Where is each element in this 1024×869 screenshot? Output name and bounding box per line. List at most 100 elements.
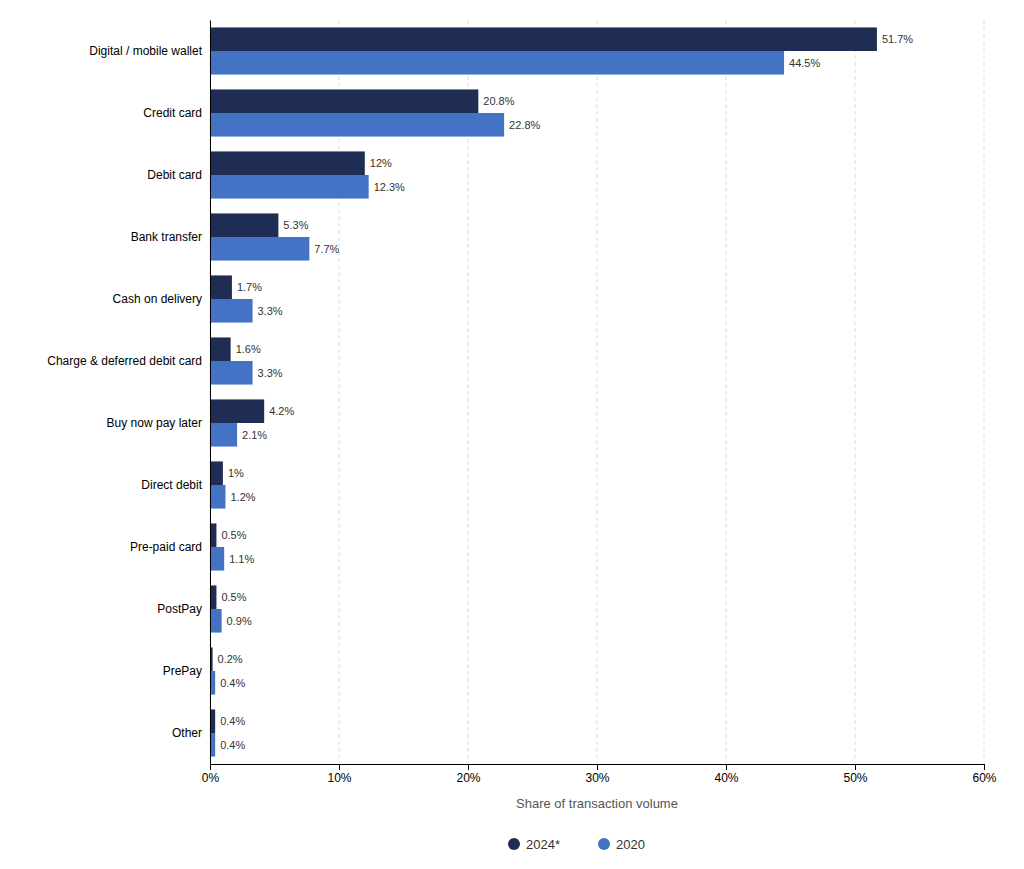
y-tick: Direct debit <box>141 478 202 492</box>
x-tick-label: 30% <box>585 771 609 785</box>
bar <box>210 27 877 51</box>
bar <box>210 51 784 75</box>
bar <box>210 275 232 299</box>
y-tick: Digital / mobile wallet <box>89 44 202 58</box>
x-tick-label: 10% <box>327 771 351 785</box>
bar <box>210 113 504 137</box>
bar <box>210 299 253 323</box>
x-tick: 20% <box>456 764 480 785</box>
data-label: 5.3% <box>283 219 308 231</box>
bar <box>210 213 278 237</box>
bars <box>210 27 877 756</box>
y-tick: Credit card <box>143 106 202 120</box>
grid-line <box>597 20 598 764</box>
bar <box>210 399 264 423</box>
data-label: 0.4% <box>220 677 245 689</box>
data-label: 3.3% <box>258 305 283 317</box>
bar <box>210 237 309 261</box>
x-tick-label: 20% <box>456 771 480 785</box>
legend-swatch <box>598 838 610 850</box>
y-axis: Digital / mobile wallet Credit card Debit … <box>47 21 210 765</box>
y-tick: Other <box>172 726 202 740</box>
data-label: 0.2% <box>218 653 243 665</box>
x-tick-mark <box>339 764 340 770</box>
y-tick: Buy now pay later <box>107 416 202 430</box>
grid-line <box>984 20 985 764</box>
legend-label: 2024* <box>526 837 560 852</box>
x-tick: 50% <box>843 764 867 785</box>
data-label: 12.3% <box>374 181 405 193</box>
x-tick: 30% <box>585 764 609 785</box>
y-tick-label: Charge & deferred debit card <box>47 354 202 368</box>
bar <box>210 175 369 199</box>
y-axis-line <box>210 21 211 765</box>
data-label: 0.4% <box>220 739 245 751</box>
x-tick-mark <box>984 764 985 770</box>
data-label: 3.3% <box>258 367 283 379</box>
x-tick-mark <box>726 764 727 770</box>
data-label: 1.6% <box>236 343 261 355</box>
bar-series <box>210 51 784 757</box>
data-label: 7.7% <box>314 243 339 255</box>
data-label: 0.5% <box>221 529 246 541</box>
data-label: 2.1% <box>242 429 267 441</box>
y-tick-label: Buy now pay later <box>107 416 202 430</box>
bar <box>210 461 223 485</box>
y-tick-label: Other <box>172 726 202 740</box>
bar <box>210 151 365 175</box>
grid <box>210 20 984 764</box>
x-tick: 10% <box>327 764 351 785</box>
bar-series <box>210 27 877 733</box>
bar <box>210 89 478 113</box>
data-label: 1.2% <box>230 491 255 503</box>
y-tick-label: Bank transfer <box>131 230 202 244</box>
legend-item: 2024* <box>508 837 560 852</box>
data-label: 0.4% <box>220 715 245 727</box>
data-label: 0.5% <box>221 591 246 603</box>
y-tick: Bank transfer <box>131 230 202 244</box>
bar <box>210 361 253 385</box>
y-tick-label: Credit card <box>143 106 202 120</box>
chart: 51.7% 20.8% 12% 5.3% 1.7% 1.6% 4.2% 1% 0.5% 0.5% 0… <box>0 0 1024 869</box>
data-label: 12% <box>370 157 392 169</box>
data-label: 4.2% <box>269 405 294 417</box>
grid-line <box>726 20 727 764</box>
y-tick-label: Direct debit <box>141 478 202 492</box>
legend-swatch <box>508 838 520 850</box>
bar <box>210 547 224 571</box>
x-tick-label: 60% <box>972 771 996 785</box>
bar <box>210 337 231 361</box>
y-tick: Cash on delivery <box>113 292 202 306</box>
x-tick-mark <box>855 764 856 770</box>
y-tick: Debit card <box>147 168 202 182</box>
x-tick-mark <box>210 764 211 770</box>
data-label: 0.9% <box>227 615 252 627</box>
x-tick-mark <box>597 764 598 770</box>
x-tick: 0% <box>202 764 220 785</box>
data-label: 1.7% <box>237 281 262 293</box>
y-tick: PostPay <box>157 602 202 616</box>
legend-item: 2020 <box>598 837 645 852</box>
x-tick-mark <box>468 764 469 770</box>
bar <box>210 423 237 447</box>
data-label: 1% <box>228 467 244 479</box>
data-label: 1.1% <box>229 553 254 565</box>
data-label: 51.7% <box>882 33 913 45</box>
x-tick-label: 50% <box>843 771 867 785</box>
bar <box>210 609 222 633</box>
legend-label: 2020 <box>616 837 645 852</box>
y-tick-label: PostPay <box>157 602 202 616</box>
data-label: 44.5% <box>789 57 820 69</box>
legend: 2024* 2020 <box>508 837 645 852</box>
y-tick-label: PrePay <box>163 664 202 678</box>
x-tick-label: 0% <box>202 771 220 785</box>
x-axis-line <box>211 765 985 771</box>
y-tick-label: Cash on delivery <box>113 292 202 306</box>
y-tick-label: Debit card <box>147 168 202 182</box>
data-label: 20.8% <box>483 95 514 107</box>
x-tick: 40% <box>714 764 738 785</box>
grid-line <box>855 20 856 764</box>
x-axis-title: Share of transaction volume <box>516 796 678 811</box>
x-tick-label: 40% <box>714 771 738 785</box>
x-tick: 60% <box>972 764 996 785</box>
